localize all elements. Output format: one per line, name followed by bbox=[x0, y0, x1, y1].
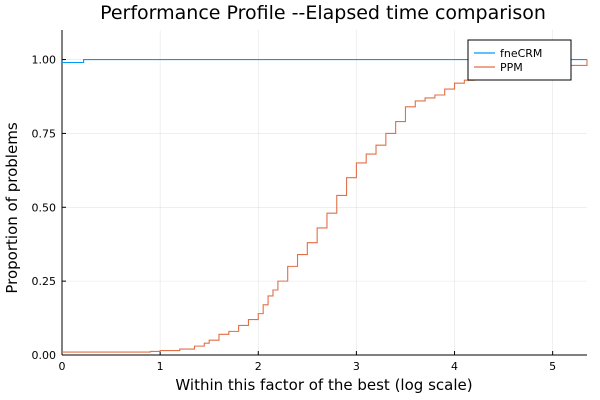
x-tick-label: 2 bbox=[255, 360, 262, 373]
legend-label: PPM bbox=[500, 61, 523, 74]
y-axis-label: Proportion of problems bbox=[3, 122, 21, 293]
y-tick-label: 0.75 bbox=[32, 127, 57, 140]
x-tick-label: 5 bbox=[549, 360, 556, 373]
x-tick-label: 0 bbox=[59, 360, 66, 373]
x-tick-label: 4 bbox=[451, 360, 458, 373]
legend-box bbox=[467, 39, 572, 81]
x-axis-label: Within this factor of the best (log scal… bbox=[175, 376, 472, 394]
series-line-ppm bbox=[62, 59, 588, 353]
y-tick-label: 0.50 bbox=[32, 201, 57, 214]
y-tick-label: 0.00 bbox=[32, 349, 57, 362]
series-line-fnecrm bbox=[62, 58, 587, 64]
legend-label: fneCRM bbox=[500, 47, 542, 60]
series-lines bbox=[62, 58, 588, 353]
x-tick-label: 3 bbox=[353, 360, 360, 373]
axes: 0 1 2 3 4 5 0.00 0.25 0.50 0.75 1.00 bbox=[32, 30, 587, 373]
y-tick-label: 1.00 bbox=[32, 54, 57, 67]
y-tick-label: 0.25 bbox=[32, 275, 57, 288]
x-tick-label: 1 bbox=[157, 360, 164, 373]
chart-title: Performance Profile --Elapsed time compa… bbox=[100, 2, 546, 24]
